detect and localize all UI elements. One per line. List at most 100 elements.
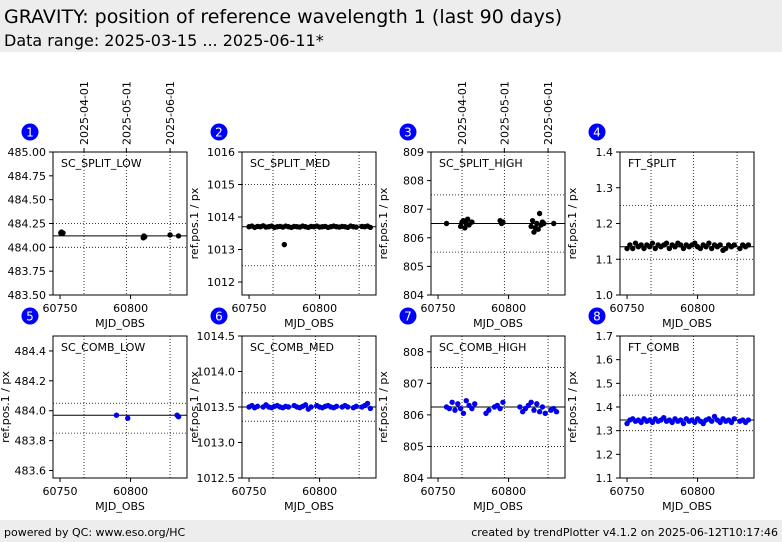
data-point	[462, 225, 468, 231]
plot-frame	[52, 335, 188, 479]
data-point	[706, 240, 712, 246]
x-axis-label: MJD_OBS	[662, 317, 712, 330]
data-point	[745, 417, 752, 423]
x-tick-label: 60750	[610, 302, 645, 315]
top-date-label: 2025-06-01	[542, 81, 555, 145]
y-tick-label: 806	[403, 409, 424, 422]
data-point	[333, 403, 340, 409]
top-date-label: 2025-05-01	[498, 81, 511, 145]
y-tick-label: 1013.5	[197, 401, 236, 414]
plot-frame	[619, 335, 755, 479]
y-tick-label: 483.8	[15, 435, 47, 448]
data-point	[531, 229, 537, 235]
data-point	[629, 245, 636, 252]
x-tick-label: 60750	[43, 302, 78, 315]
data-point	[529, 217, 536, 224]
chart-number-badge	[210, 123, 228, 141]
data-point	[717, 242, 723, 248]
data-point	[469, 219, 475, 225]
data-point	[486, 407, 492, 413]
chart-number: 4	[593, 126, 601, 140]
data-point	[281, 241, 288, 248]
data-point	[446, 405, 453, 412]
y-tick-label: 1.7	[596, 330, 614, 343]
y-tick-label: 483.6	[15, 465, 47, 478]
data-point	[553, 409, 560, 415]
y-tick-label: 1012	[207, 276, 235, 289]
data-point	[460, 410, 467, 417]
data-point	[680, 420, 687, 427]
data-point	[175, 414, 182, 420]
data-point	[534, 401, 540, 407]
data-point	[367, 405, 374, 412]
x-tick-label: 60800	[491, 302, 526, 315]
x-axis-label: MJD_OBS	[95, 500, 145, 513]
data-point	[254, 403, 261, 409]
data-point	[534, 220, 540, 227]
y-tick-label: 484.00	[8, 241, 47, 254]
panel-label: FT_COMB	[628, 341, 680, 354]
data-point	[60, 230, 66, 236]
top-date-label: 2025-05-01	[120, 81, 133, 145]
chart-number-badge	[399, 123, 417, 141]
y-tick-label: 806	[403, 232, 424, 245]
panel-label: SC_COMB_MED	[250, 341, 334, 354]
y-tick-label: 1.1	[596, 253, 614, 266]
data-point	[528, 223, 534, 230]
plot-frame	[430, 151, 566, 296]
y-axis-label: ref.pos.1 / px	[566, 187, 579, 259]
x-tick-label: 60750	[421, 485, 456, 498]
y-tick-label: 1.5	[596, 377, 614, 390]
chart-1: 1 SC_SPLIT_LOW 483.50 483.75 484.00 484.25 484…	[8, 81, 188, 330]
y-tick-label: 807	[403, 203, 424, 216]
data-point	[649, 240, 656, 246]
data-point	[531, 407, 537, 413]
y-axis-label: ref.pos.1 / px	[377, 187, 390, 259]
y-tick-label: 804	[403, 472, 424, 485]
data-point	[308, 404, 314, 410]
data-point	[500, 399, 506, 405]
data-point	[731, 242, 737, 248]
data-point	[472, 401, 478, 407]
data-point	[539, 404, 546, 410]
data-point	[302, 402, 309, 408]
y-tick-label: 1013	[207, 244, 235, 257]
chart-number: 7	[404, 310, 412, 324]
data-point	[285, 404, 292, 410]
x-tick-label: 60800	[680, 302, 715, 315]
y-tick-label: 483.75	[8, 265, 47, 278]
chart-number: 3	[404, 126, 412, 140]
data-point	[464, 216, 471, 222]
x-axis-label: MJD_OBS	[284, 317, 334, 330]
chart-2: 2 SC_SPLIT_MED 1012 1013 1014 1015 1016 60750 60…	[188, 123, 377, 330]
y-tick-label: 1.2	[596, 218, 614, 231]
panel-label: SC_COMB_LOW	[61, 341, 145, 354]
data-point	[745, 242, 752, 248]
page-subtitle: Data range: 2025-03-15 ... 2025-06-11*	[4, 31, 324, 50]
footer-credit: powered by QC: www.eso.org/HC	[4, 526, 186, 539]
data-point	[141, 234, 148, 240]
x-axis-label: MJD_OBS	[473, 317, 523, 330]
chart-number: 5	[26, 310, 34, 324]
y-tick-label: 484.0	[15, 405, 47, 418]
panel-label: FT_SPLIT	[628, 157, 676, 170]
chart-5: 5 SC_COMB_LOW 483.6 483.8 484.0 484.2 484.4 607…	[0, 307, 188, 513]
panel-label: SC_SPLIT_HIGH	[439, 157, 523, 170]
y-tick-label: 1016	[207, 146, 235, 159]
chart-number: 2	[215, 126, 223, 140]
y-tick-label: 484.4	[15, 345, 47, 358]
chart-number-badge	[210, 307, 228, 325]
y-tick-label: 808	[403, 346, 424, 359]
data-point	[113, 412, 120, 418]
x-tick-label: 60750	[610, 485, 645, 498]
page-header: GRAVITY: position of reference wavelengt…	[0, 0, 782, 52]
footer-version: created by trendPlotter v4.1.2 on 2025-0…	[471, 526, 778, 539]
y-axis-label: ref.pos.1 / px	[566, 371, 579, 443]
data-point	[452, 407, 458, 413]
panel-label: SC_SPLIT_LOW	[61, 157, 142, 170]
panel-label: SC_COMB_HIGH	[439, 341, 526, 354]
y-tick-label: 1014.5	[197, 330, 236, 343]
x-tick-label: 60800	[113, 302, 148, 315]
plot-frame	[430, 335, 566, 479]
